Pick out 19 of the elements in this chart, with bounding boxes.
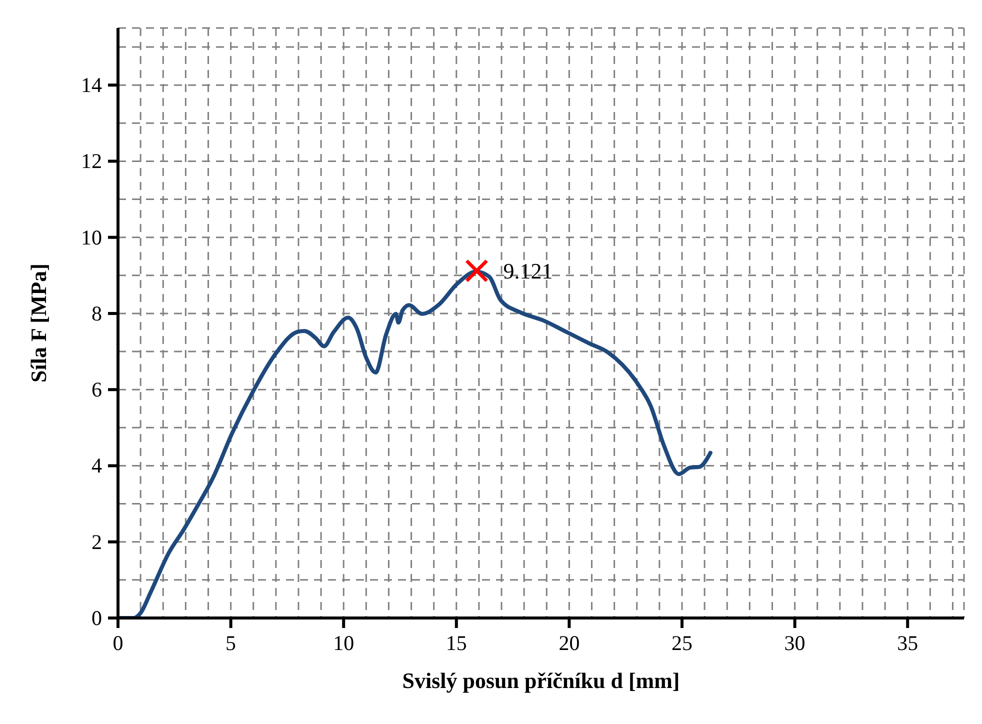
- x-tick-label: 20: [558, 631, 580, 655]
- y-tick-label: 6: [92, 378, 102, 402]
- y-axis-title: Síla F [MPa]: [26, 264, 51, 382]
- y-tick-label: 8: [92, 301, 102, 326]
- y-tick-label: 14: [81, 73, 102, 98]
- data-label: 9.121: [503, 258, 553, 284]
- x-axis-title: Svislý posun příčníku d [mm]: [402, 668, 680, 693]
- x-tick-label: 35: [897, 631, 918, 655]
- x-tick-label: 15: [446, 631, 467, 655]
- x-tick-label: 25: [672, 631, 692, 655]
- y-tick-label: 10: [81, 225, 102, 250]
- y-tick-label: 4: [92, 454, 102, 478]
- x-tick-label: 5: [226, 631, 236, 655]
- x-tick-label: 30: [784, 631, 806, 655]
- x-tick-label: 0: [112, 631, 124, 655]
- y-tick-label: 0: [92, 606, 102, 630]
- y-tick-label: 12: [81, 149, 102, 174]
- x-tick-label: 10: [333, 631, 354, 655]
- y-tick-label: 2: [92, 530, 102, 554]
